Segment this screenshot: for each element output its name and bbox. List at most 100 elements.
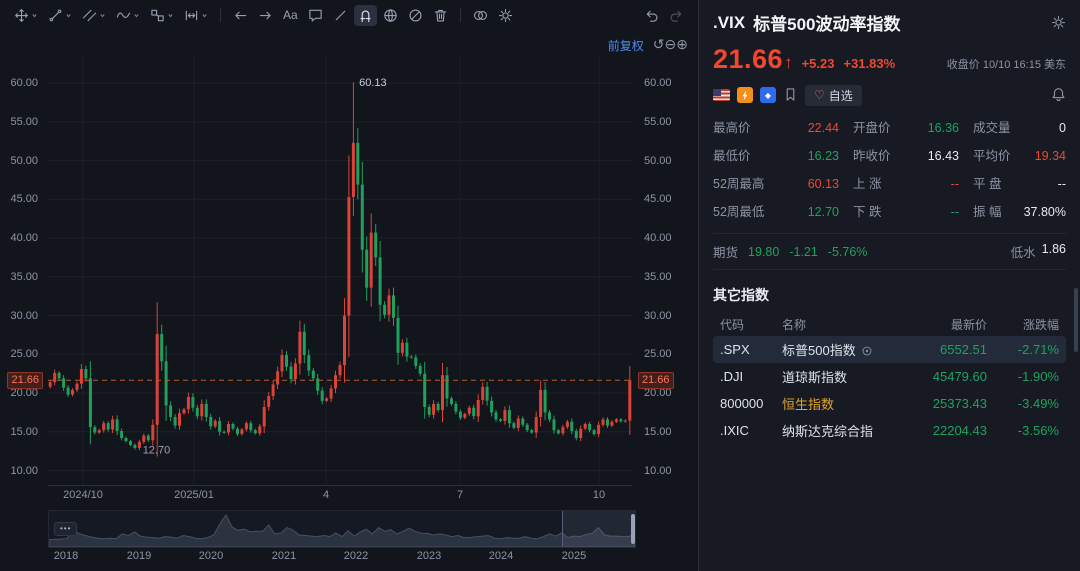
target-icon: [861, 342, 873, 357]
wave-icon[interactable]: [112, 5, 144, 26]
index-row[interactable]: 800000 恒生指数 25373.43 -3.49%: [720, 396, 1059, 412]
move-icon[interactable]: [10, 5, 42, 26]
futures-label: 期货: [713, 246, 739, 260]
gem-glyph: ◆: [764, 90, 772, 100]
toolbar-divider: [220, 8, 221, 22]
basis-value: 1.86: [1041, 242, 1066, 256]
zoom-in-icon[interactable]: ⊕: [676, 36, 688, 52]
stat-cell: 昨收价 16.43: [853, 149, 959, 163]
svg-text:60.13: 60.13: [359, 77, 387, 89]
chart-controls: 前复权 ↺⊖⊕: [48, 36, 688, 54]
y-axis-label: 50.00: [644, 155, 672, 167]
magnet-icon[interactable]: [353, 4, 377, 26]
symbol: .VIX: [713, 12, 746, 32]
y-axis-label: 45.00: [10, 193, 38, 205]
gear-icon[interactable]: [494, 5, 517, 26]
stat-cell: 平均价 19.34: [973, 149, 1066, 163]
price-change-pct: +31.83%: [843, 56, 896, 71]
quote-header: .VIX 标普500波动率指数: [713, 10, 1066, 35]
zoom-out-icon[interactable]: ⊖: [664, 36, 677, 52]
y-axis-label: 10.00: [10, 465, 38, 477]
quote-panel: .VIX 标普500波动率指数 21.66 ↑ +5.23 +31.83% 收盘…: [698, 0, 1080, 571]
basis-label: 低水: [1010, 246, 1036, 260]
y-axis-left: 60.00 55.00 50.00 45.00 40.00 35.00 30.00 25.00…: [0, 56, 44, 486]
y-axis-label: 45.00: [644, 193, 672, 205]
broker-bolt-icon: [737, 87, 753, 103]
stat-cell: 平 盘 --: [973, 177, 1066, 191]
stat-cell: 开盘价 16.36: [853, 121, 959, 135]
navigator-years: 2018 2019 2020 2021 2022 2023 2024 2025: [48, 550, 636, 564]
drawing-toolbar: Aa: [0, 0, 698, 30]
redo-icon[interactable]: [665, 5, 688, 26]
gem-icon: ◆: [760, 87, 776, 103]
futures-change-pct: -5.76%: [827, 244, 868, 259]
quote-stats: 最高价 22.44 开盘价 16.36 成交量 0 最低价 16.23 昨收价 16.43…: [713, 117, 1066, 220]
basis: 低水 1.86: [1011, 242, 1066, 261]
index-row[interactable]: .IXIC 纳斯达克综合指 22204.43 -3.56%: [720, 423, 1059, 439]
x-axis: 2024/10 2025/01 4 7 10: [48, 489, 632, 503]
reset-zoom-icon[interactable]: ↺: [652, 36, 665, 52]
badges-row: ◆ ♡ 自选: [713, 84, 1066, 106]
stat-cell: 下 跌 --: [853, 205, 959, 219]
undo-icon[interactable]: [640, 5, 663, 26]
other-indices-title: 其它指数: [713, 287, 769, 303]
index-row[interactable]: .SPX 标普500指数 6552.51 -2.71%: [713, 336, 1066, 363]
timeline-navigator[interactable]: [48, 510, 636, 548]
indices-table-header: 代码 名称 最新价 涨跌幅: [713, 312, 1066, 336]
arrow-left-icon[interactable]: [229, 5, 252, 26]
pattern-icon[interactable]: [146, 5, 178, 26]
watchlist-button[interactable]: ♡ 自选: [805, 84, 862, 106]
settings-gear-icon[interactable]: [1051, 14, 1066, 32]
navigator-year-label: 2018: [53, 550, 79, 562]
measure-icon[interactable]: [180, 5, 212, 26]
index-row[interactable]: .DJI 道琼斯指数 45479.60 -1.90%: [720, 369, 1059, 385]
scrollbar-thumb[interactable]: [1074, 288, 1078, 352]
stat-cell: 52周最高 60.13: [713, 177, 839, 191]
y-axis-label: 55.00: [644, 116, 672, 128]
col-price: 最新价: [950, 317, 987, 332]
navigator-year-label: 2025: [561, 550, 587, 562]
y-axis-label: 15.00: [644, 426, 672, 438]
y-axis-label: 30.00: [10, 310, 38, 322]
arrow-right-icon[interactable]: [254, 5, 277, 26]
futures-row: 期货 19.80 -1.21 -5.76% 低水 1.86: [713, 233, 1066, 270]
adjust-mode-label[interactable]: 前复权: [607, 38, 644, 53]
brush-handle[interactable]: [631, 514, 635, 544]
text-icon[interactable]: Aa: [279, 5, 302, 26]
current-price-tag: 21.66: [638, 372, 674, 389]
globe-icon[interactable]: [379, 5, 402, 26]
svg-text:12.70: 12.70: [143, 445, 171, 457]
navigator-year-label: 2019: [126, 550, 152, 562]
slash-icon[interactable]: [329, 5, 352, 26]
y-axis-label: 15.00: [10, 426, 38, 438]
navigator-year-label: 2021: [271, 550, 297, 562]
ban-icon[interactable]: [404, 5, 427, 26]
alert-bell-icon[interactable]: [1051, 86, 1066, 104]
y-axis-label: 40.00: [644, 232, 672, 244]
stat-cell: 振 幅 37.80%: [973, 205, 1066, 219]
y-axis-label: 30.00: [644, 310, 672, 322]
y-axis-right: 60.00 55.00 50.00 45.00 40.00 35.00 30.00 25.00…: [636, 56, 690, 486]
navigator-brush[interactable]: [561, 511, 635, 547]
candlestick-chart[interactable]: 60.13 12.70: [48, 56, 632, 486]
stat-cell: 52周最低 12.70: [713, 205, 839, 219]
stat-cell: 最高价 22.44: [713, 121, 839, 135]
futures-change: -1.21: [789, 244, 818, 259]
navigator-year-label: 2020: [198, 550, 224, 562]
y-axis-label: 60.00: [10, 77, 38, 89]
bookmark-icon[interactable]: [783, 86, 798, 104]
us-flag-icon: [713, 89, 730, 101]
col-name: 名称: [782, 317, 807, 332]
watchlist-label: 自选: [828, 88, 853, 103]
heart-icon: ♡: [814, 88, 825, 102]
navigator-more-button[interactable]: •••: [54, 522, 78, 536]
comment-icon[interactable]: [304, 5, 327, 26]
circles-icon[interactable]: [469, 5, 492, 26]
trend-line-icon[interactable]: [44, 5, 76, 26]
last-price: 21.66: [713, 44, 784, 74]
trash-icon[interactable]: [429, 5, 452, 26]
channel-icon[interactable]: [78, 5, 110, 26]
col-pct: 涨跌幅: [1022, 317, 1059, 332]
up-arrow-icon: ↑: [784, 53, 793, 72]
